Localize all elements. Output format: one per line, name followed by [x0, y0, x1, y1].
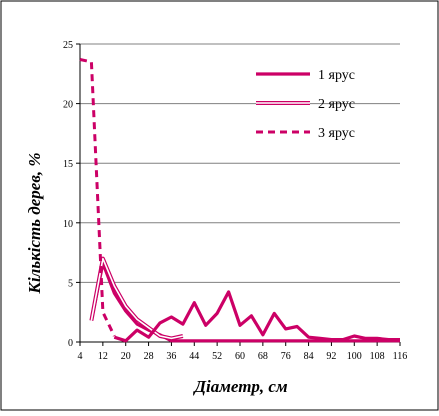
x-tick-label-44: 44: [189, 351, 199, 362]
series-group: [79, 58, 400, 343]
legend: 1 ярус 2 ярус 3 ярус: [256, 68, 355, 141]
x-tick-label-36: 36: [166, 351, 176, 362]
x-tick-label-108: 108: [370, 351, 385, 362]
y-tick-label-0: 0: [68, 338, 73, 349]
x-tick-label-76: 76: [281, 351, 291, 362]
y-axis-label: Кількість дерев, %: [25, 152, 44, 294]
x-tick-label-84: 84: [304, 351, 314, 362]
x-tick-label-52: 52: [212, 351, 222, 362]
x-tick-label-4: 4: [78, 351, 83, 362]
x-tick-label-12: 12: [98, 351, 108, 362]
y-tick-label-25: 25: [63, 40, 73, 51]
x-tick-labels: 4 12 20 28 36 44 52 60 68 76 84 92 100 108 116: [78, 351, 408, 362]
y-tick-label-10: 10: [63, 219, 73, 230]
y-tick-label-20: 20: [63, 100, 73, 111]
legend-label-1: 1 ярус: [318, 68, 355, 83]
series-1-line: [89, 261, 400, 343]
y-tick-labels: 0 5 10 15 20 25: [63, 40, 73, 349]
x-tick-label-116: 116: [393, 351, 408, 362]
legend-label-3: 3 ярус: [318, 126, 355, 141]
x-tick-label-100: 100: [347, 351, 362, 362]
x-tick-label-60: 60: [235, 351, 245, 362]
y-tick-label-15: 15: [63, 159, 73, 170]
series-3-line: [79, 58, 116, 337]
x-tick-label-92: 92: [326, 351, 336, 362]
x-tick-label-20: 20: [121, 351, 131, 362]
series-4-line: [113, 290, 400, 343]
y-tick-label-5: 5: [68, 278, 73, 289]
x-tick-label-68: 68: [258, 351, 268, 362]
legend-label-2: 2 ярус: [318, 97, 355, 112]
x-axis-label: Діаметр, см: [192, 377, 288, 396]
series-2-line-inner: [90, 257, 184, 340]
grid-lines: [76, 43, 400, 343]
x-tick-label-28: 28: [144, 351, 154, 362]
